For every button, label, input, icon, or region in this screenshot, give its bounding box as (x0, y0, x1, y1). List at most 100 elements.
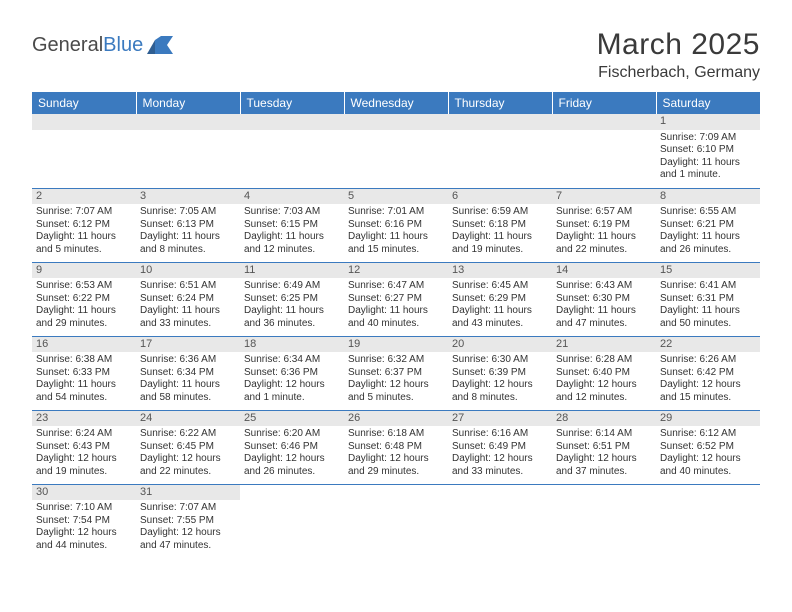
calendar-week: 16Sunrise: 6:38 AMSunset: 6:33 PMDayligh… (32, 336, 760, 410)
daylight-text: Daylight: 12 hours (348, 453, 444, 466)
daylight-text: Daylight: 11 hours (36, 379, 132, 392)
calendar-empty (656, 484, 760, 558)
sunrise-text: Sunrise: 6:49 AM (244, 280, 340, 293)
daylight-text: Daylight: 11 hours (452, 305, 548, 318)
sunrise-text: Sunrise: 6:20 AM (244, 428, 340, 441)
daylight-text: Daylight: 12 hours (660, 453, 756, 466)
calendar-week: 9Sunrise: 6:53 AMSunset: 6:22 PMDaylight… (32, 262, 760, 336)
logo-accent: Blue (103, 34, 143, 56)
calendar-empty (32, 114, 136, 188)
sunrise-text: Sunrise: 6:16 AM (452, 428, 548, 441)
calendar-day: 1Sunrise: 7:09 AMSunset: 6:10 PMDaylight… (656, 114, 760, 188)
day-number: 23 (32, 411, 136, 427)
sunrise-text: Sunrise: 6:22 AM (140, 428, 236, 441)
weekday-header: Monday (136, 92, 240, 114)
daylight-text: and 29 minutes. (348, 466, 444, 479)
sunset-text: Sunset: 6:33 PM (36, 367, 132, 380)
daylight-text: and 47 minutes. (140, 540, 236, 553)
sunrise-text: Sunrise: 7:05 AM (140, 206, 236, 219)
day-number: 18 (240, 337, 344, 353)
daylight-text: Daylight: 12 hours (36, 527, 132, 540)
calendar-day: 30Sunrise: 7:10 AMSunset: 7:54 PMDayligh… (32, 484, 136, 558)
daylight-text: Daylight: 11 hours (556, 305, 652, 318)
daylight-text: and 26 minutes. (660, 244, 756, 257)
daylight-text: and 33 minutes. (140, 318, 236, 331)
daynum-empty (136, 114, 240, 130)
calendar-day: 13Sunrise: 6:45 AMSunset: 6:29 PMDayligh… (448, 262, 552, 336)
sunset-text: Sunset: 6:29 PM (452, 293, 548, 306)
sunset-text: Sunset: 7:54 PM (36, 515, 132, 528)
sunrise-text: Sunrise: 6:12 AM (660, 428, 756, 441)
logo-main: General (32, 34, 103, 56)
daylight-text: and 22 minutes. (556, 244, 652, 257)
sunrise-text: Sunrise: 6:51 AM (140, 280, 236, 293)
calendar-day: 29Sunrise: 6:12 AMSunset: 6:52 PMDayligh… (656, 410, 760, 484)
daylight-text: Daylight: 11 hours (244, 305, 340, 318)
sunrise-text: Sunrise: 6:38 AM (36, 354, 132, 367)
sunset-text: Sunset: 6:48 PM (348, 441, 444, 454)
daylight-text: and 8 minutes. (452, 392, 548, 405)
calendar-day: 19Sunrise: 6:32 AMSunset: 6:37 PMDayligh… (344, 336, 448, 410)
daynum-empty (448, 114, 552, 130)
daylight-text: Daylight: 12 hours (140, 453, 236, 466)
calendar-day: 18Sunrise: 6:34 AMSunset: 6:36 PMDayligh… (240, 336, 344, 410)
calendar-day: 23Sunrise: 6:24 AMSunset: 6:43 PMDayligh… (32, 410, 136, 484)
calendar-empty (552, 114, 656, 188)
sunset-text: Sunset: 6:45 PM (140, 441, 236, 454)
calendar-day: 25Sunrise: 6:20 AMSunset: 6:46 PMDayligh… (240, 410, 344, 484)
sunset-text: Sunset: 6:18 PM (452, 219, 548, 232)
daynum-empty (552, 114, 656, 130)
daynum-empty (32, 114, 136, 130)
calendar-day: 31Sunrise: 7:07 AMSunset: 7:55 PMDayligh… (136, 484, 240, 558)
calendar-day: 12Sunrise: 6:47 AMSunset: 6:27 PMDayligh… (344, 262, 448, 336)
daylight-text: and 22 minutes. (140, 466, 236, 479)
calendar-day: 3Sunrise: 7:05 AMSunset: 6:13 PMDaylight… (136, 188, 240, 262)
daylight-text: Daylight: 11 hours (140, 231, 236, 244)
calendar-day: 15Sunrise: 6:41 AMSunset: 6:31 PMDayligh… (656, 262, 760, 336)
daylight-text: and 19 minutes. (452, 244, 548, 257)
calendar-week: 1Sunrise: 7:09 AMSunset: 6:10 PMDaylight… (32, 114, 760, 188)
sunrise-text: Sunrise: 6:57 AM (556, 206, 652, 219)
day-number: 31 (136, 485, 240, 501)
daylight-text: Daylight: 11 hours (660, 305, 756, 318)
logo: GeneralBlue (32, 28, 173, 57)
calendar-day: 8Sunrise: 6:55 AMSunset: 6:21 PMDaylight… (656, 188, 760, 262)
daylight-text: and 8 minutes. (140, 244, 236, 257)
sunset-text: Sunset: 6:40 PM (556, 367, 652, 380)
sunset-text: Sunset: 6:25 PM (244, 293, 340, 306)
sunset-text: Sunset: 6:31 PM (660, 293, 756, 306)
daylight-text: Daylight: 12 hours (244, 453, 340, 466)
calendar-day: 10Sunrise: 6:51 AMSunset: 6:24 PMDayligh… (136, 262, 240, 336)
daylight-text: and 15 minutes. (348, 244, 444, 257)
day-number: 30 (32, 485, 136, 501)
weekday-header: Tuesday (240, 92, 344, 114)
sunrise-text: Sunrise: 6:28 AM (556, 354, 652, 367)
calendar-day: 27Sunrise: 6:16 AMSunset: 6:49 PMDayligh… (448, 410, 552, 484)
calendar-day: 6Sunrise: 6:59 AMSunset: 6:18 PMDaylight… (448, 188, 552, 262)
daylight-text: and 40 minutes. (348, 318, 444, 331)
sunset-text: Sunset: 6:24 PM (140, 293, 236, 306)
calendar-day: 16Sunrise: 6:38 AMSunset: 6:33 PMDayligh… (32, 336, 136, 410)
daylight-text: and 54 minutes. (36, 392, 132, 405)
sunrise-text: Sunrise: 6:53 AM (36, 280, 132, 293)
calendar-day: 21Sunrise: 6:28 AMSunset: 6:40 PMDayligh… (552, 336, 656, 410)
day-number: 6 (448, 189, 552, 205)
daylight-text: Daylight: 12 hours (348, 379, 444, 392)
daylight-text: Daylight: 11 hours (556, 231, 652, 244)
calendar-day: 14Sunrise: 6:43 AMSunset: 6:30 PMDayligh… (552, 262, 656, 336)
daylight-text: Daylight: 11 hours (348, 231, 444, 244)
sunrise-text: Sunrise: 7:03 AM (244, 206, 340, 219)
sunset-text: Sunset: 6:10 PM (660, 144, 756, 157)
sunset-text: Sunset: 6:49 PM (452, 441, 548, 454)
day-number: 16 (32, 337, 136, 353)
calendar-day: 26Sunrise: 6:18 AMSunset: 6:48 PMDayligh… (344, 410, 448, 484)
sunrise-text: Sunrise: 6:41 AM (660, 280, 756, 293)
day-number: 29 (656, 411, 760, 427)
sunrise-text: Sunrise: 6:14 AM (556, 428, 652, 441)
daylight-text: and 58 minutes. (140, 392, 236, 405)
calendar-day: 22Sunrise: 6:26 AMSunset: 6:42 PMDayligh… (656, 336, 760, 410)
daylight-text: and 36 minutes. (244, 318, 340, 331)
calendar-body: 1Sunrise: 7:09 AMSunset: 6:10 PMDaylight… (32, 114, 760, 558)
header: GeneralBlue March 2025 Fischerbach, Germ… (32, 28, 760, 82)
daylight-text: and 50 minutes. (660, 318, 756, 331)
